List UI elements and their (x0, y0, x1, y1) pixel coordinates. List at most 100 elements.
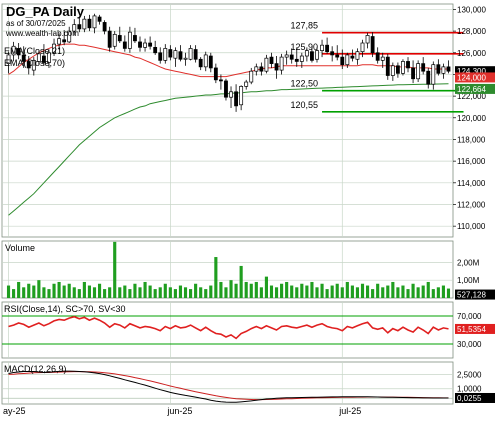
panel-frame-rsi (1, 301, 454, 359)
price-y-tick-label: 118,000 (457, 135, 486, 144)
candle-body (340, 56, 345, 66)
candle-body (355, 51, 360, 60)
volume-bar (254, 281, 258, 298)
panel-frame-macd (1, 361, 454, 405)
volume-bar (360, 283, 365, 298)
price-badge-ema21 (455, 72, 495, 83)
candle-body (390, 65, 395, 76)
macd-last-badge (455, 392, 495, 403)
candle-body (431, 64, 436, 85)
rsi-title: RSI(Close,14), SC>70, SV<30 (4, 304, 126, 314)
candle-body (264, 57, 269, 72)
volume-bar (219, 281, 223, 298)
volume-bar (173, 289, 177, 298)
candle-body (107, 30, 112, 48)
candle-body (249, 70, 254, 83)
volume-bar (295, 287, 299, 298)
candle-body (299, 55, 304, 62)
price-y-tick-label: 114,000 (457, 179, 486, 188)
volume-bar (199, 287, 203, 298)
volume-bar (82, 281, 86, 298)
volume-bar (310, 281, 314, 298)
level-label: 120,55 (291, 100, 319, 110)
candle-body (11, 45, 16, 56)
volume-bar (178, 285, 183, 298)
volume-bar (269, 285, 274, 298)
x-tick-label: jul-25 (338, 406, 361, 416)
volume-bar (300, 283, 304, 298)
volume-bar (52, 283, 56, 298)
candle-body (173, 50, 178, 59)
ema70-label: EMA(Close,70) (4, 58, 65, 68)
price-y-tick-label: 130,000 (457, 5, 486, 14)
candle-body (82, 18, 87, 30)
volume-bar (365, 285, 370, 298)
candle-body (138, 41, 142, 48)
candle-body (289, 54, 294, 60)
volume-bar (183, 287, 188, 298)
volume-y-tick-label: 1,00M (457, 276, 480, 285)
volume-bar (315, 287, 319, 298)
candle-body (36, 53, 41, 62)
candle-body (279, 56, 284, 71)
volume-bar (229, 280, 233, 298)
candle-body (411, 67, 415, 80)
volume-bar (264, 276, 268, 298)
volume-bar (97, 283, 102, 298)
volume-bar (350, 285, 354, 298)
chart-date: as of 30/07/2025 (6, 19, 66, 28)
price-y-tick-label: 122,000 (457, 92, 486, 101)
volume-bar (290, 285, 294, 298)
candle-body (259, 66, 264, 72)
volume-bar (108, 287, 112, 298)
volume-bar (118, 287, 122, 298)
volume-bar (62, 285, 66, 298)
volume-bar (421, 285, 425, 298)
candle-body (168, 49, 173, 58)
volume-bar (77, 289, 81, 298)
volume-bar (436, 287, 440, 298)
volume-bar (214, 257, 218, 298)
candle-body (395, 65, 400, 74)
level-label: 122,50 (291, 79, 319, 89)
candle-body (370, 36, 375, 54)
volume-bar (406, 289, 410, 298)
candle-body (234, 91, 239, 107)
candle-body (304, 50, 309, 57)
volume-bar (133, 283, 137, 298)
candle-body (77, 24, 82, 30)
price-y-tick-label: 110,000 (457, 222, 486, 231)
volume-last-badge (455, 289, 495, 300)
candle-body (47, 52, 51, 63)
volume-bar (285, 281, 289, 298)
candle-body (21, 54, 26, 62)
volume-bar (426, 281, 430, 298)
candle-body (294, 58, 299, 62)
volume-bar (345, 281, 349, 298)
candle-body (269, 56, 274, 64)
volume-bar (330, 285, 334, 298)
candle-body (335, 54, 340, 58)
candle-body (436, 64, 441, 74)
volume-bar (325, 289, 329, 298)
x-tick-label: ay-25 (3, 406, 26, 416)
panel-frame-price (1, 3, 454, 238)
volume-bar (340, 287, 344, 298)
volume-bar (163, 283, 167, 298)
candle-body (385, 56, 390, 76)
volume-bar (234, 283, 238, 298)
candle-body (401, 61, 405, 74)
candle-body (122, 41, 127, 49)
candle-body (406, 61, 410, 69)
volume-bar (416, 287, 420, 298)
candle-body (350, 55, 355, 59)
candle-body (239, 86, 244, 106)
macd-last-label: 0,0255 (457, 394, 482, 403)
volume-bar (6, 285, 11, 298)
price-badge-ema70 (455, 83, 495, 94)
volume-bar (209, 285, 213, 298)
candle-body (254, 66, 259, 72)
volume-bar (204, 289, 208, 298)
candle-body (360, 42, 365, 53)
